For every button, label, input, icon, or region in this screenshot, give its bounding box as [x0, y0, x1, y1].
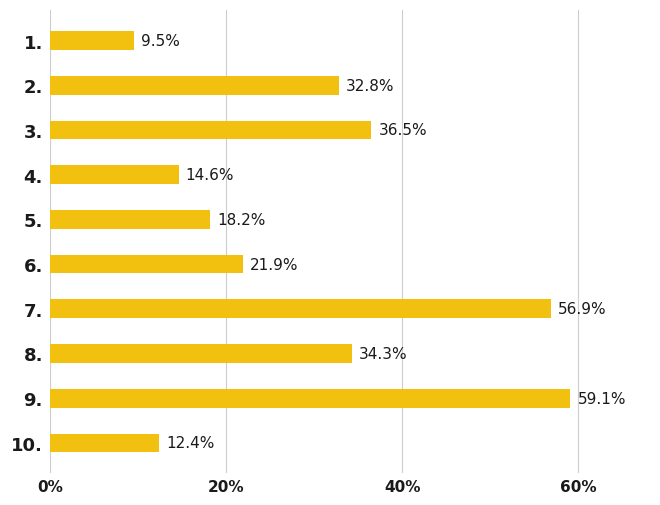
Text: 34.3%: 34.3% [359, 346, 408, 361]
Text: 32.8%: 32.8% [346, 79, 395, 93]
Bar [50, 255, 243, 274]
Bar [50, 211, 211, 229]
Text: 14.6%: 14.6% [185, 168, 234, 183]
Text: 12.4%: 12.4% [166, 435, 214, 450]
Text: 36.5%: 36.5% [378, 123, 427, 138]
Bar [50, 300, 551, 319]
Text: 59.1%: 59.1% [578, 391, 626, 406]
Bar [50, 389, 570, 408]
Bar [50, 32, 133, 51]
Text: 56.9%: 56.9% [558, 301, 607, 317]
Bar [50, 166, 179, 185]
Bar [50, 434, 159, 452]
Text: 9.5%: 9.5% [141, 34, 180, 49]
Text: 21.9%: 21.9% [250, 257, 298, 272]
Text: 18.2%: 18.2% [217, 213, 266, 227]
Bar [50, 121, 372, 140]
Bar [50, 77, 339, 95]
Bar [50, 344, 352, 363]
